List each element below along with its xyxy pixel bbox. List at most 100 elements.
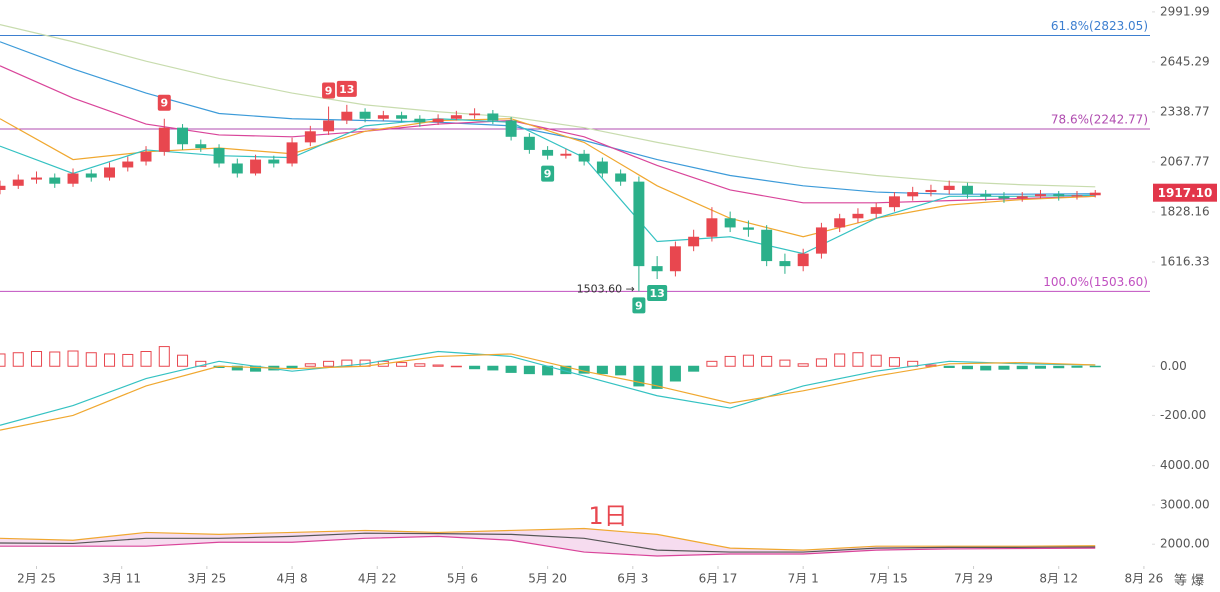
macd-bar [797,363,809,367]
macd-bar [834,353,846,367]
macd-line [0,353,1096,431]
candle-body [341,111,353,121]
candle-body [888,196,900,208]
td-marker-label: 9 [635,299,643,312]
candle-body [140,151,152,162]
macd-bar [1053,365,1065,369]
candle-body [231,163,243,174]
x-tick-label: 3月 25 [188,572,227,586]
candle-body [834,218,846,228]
candle-body [1071,195,1083,197]
candle-body [31,177,42,180]
macd-bar [231,365,243,371]
y-tick-label: 3000.00 [1160,497,1210,511]
macd-bar [158,346,170,367]
candle-body [487,113,499,121]
fib-label: 100.0%(1503.60) [1043,275,1148,289]
candle-body [250,159,262,174]
macd-bar [122,353,134,367]
macd-bar [888,357,900,367]
candle-body [323,120,335,132]
candle-body [542,149,554,156]
macd-bar [505,365,517,373]
y-tick-label: 1616.33 [1160,255,1210,269]
macd-bar [469,365,481,370]
candle-body [195,144,207,149]
y-tick-label: 4000.00 [1160,458,1210,472]
candle-body [377,115,389,119]
moving-average [0,24,1096,188]
candle-body [779,261,791,267]
macd-bar [1016,365,1028,370]
last-price-box [1153,183,1217,202]
macd-bar [980,365,992,371]
candle-body [450,115,462,119]
candle-body [158,127,170,152]
macd-bar [304,363,316,367]
macd-bar [870,354,882,367]
macd-bar [761,355,773,367]
candle-body [1016,196,1028,199]
candle-body [414,118,426,123]
td-marker [157,94,171,111]
macd-bar [85,352,97,367]
macd-bar [432,364,444,367]
x-tick-label: 2月 25 [17,572,56,586]
candle-body [12,179,24,186]
x-tick-label: 4月 22 [358,572,397,586]
candle-body [815,227,827,254]
td-marker [632,297,646,314]
y-tick-label: 2645.29 [1160,54,1210,68]
td-marker-label: 9 [544,168,552,181]
macd-bar [323,360,335,367]
td-marker-label: 13 [649,287,664,300]
y-tick-label: 0.00 [1160,359,1187,373]
candle-body [706,218,718,237]
macd-bar [651,365,663,389]
candle-body [742,227,754,230]
candle-body [268,159,280,164]
fib-label: 61.8%(2823.05) [1051,19,1148,33]
td-marker [647,285,668,302]
candle-body [523,136,535,150]
td-marker-label: 9 [325,85,333,98]
candle-body [980,194,992,197]
x-tick-label: 7月 1 [788,572,819,586]
macd-bar [633,365,645,387]
x-tick-label: 7月 29 [954,572,993,586]
macd-bar [1034,365,1046,369]
macd-bar [341,359,353,367]
candle-body [122,161,134,168]
macd-bar [177,354,189,367]
band-line [0,532,1096,553]
x-tick-label: 5月 20 [528,572,567,586]
candle-body [505,120,517,137]
macd-bar [12,352,24,367]
candle-body [104,167,115,178]
moving-average [0,118,1096,238]
y-tick-label: 2338.77 [1160,104,1210,118]
td-marker [322,82,336,99]
period-label: 1日 [588,502,627,530]
candle-body [578,153,590,162]
macd-bar [688,365,700,372]
candle-body [615,173,627,182]
last-price-label: 1917.10 [1158,186,1213,200]
candle-body [651,266,663,272]
macd-bar [414,363,426,367]
x-tick-label: 8月 12 [1039,572,1078,586]
macd-bar [779,359,791,367]
macd-bar [943,365,955,368]
band-line [0,535,1096,557]
y-tick-label: 2991.99 [1160,4,1210,18]
td-marker [541,165,555,182]
candle-body [469,113,481,116]
y-tick-label: -200.00 [1160,408,1206,422]
candle-body [688,236,700,247]
x-tick-label: 6月 3 [617,572,648,586]
macd-bar [852,352,864,367]
candle-body [669,246,681,272]
candle-body [67,173,79,184]
candle-body [49,177,61,184]
macd-bar [49,351,61,367]
